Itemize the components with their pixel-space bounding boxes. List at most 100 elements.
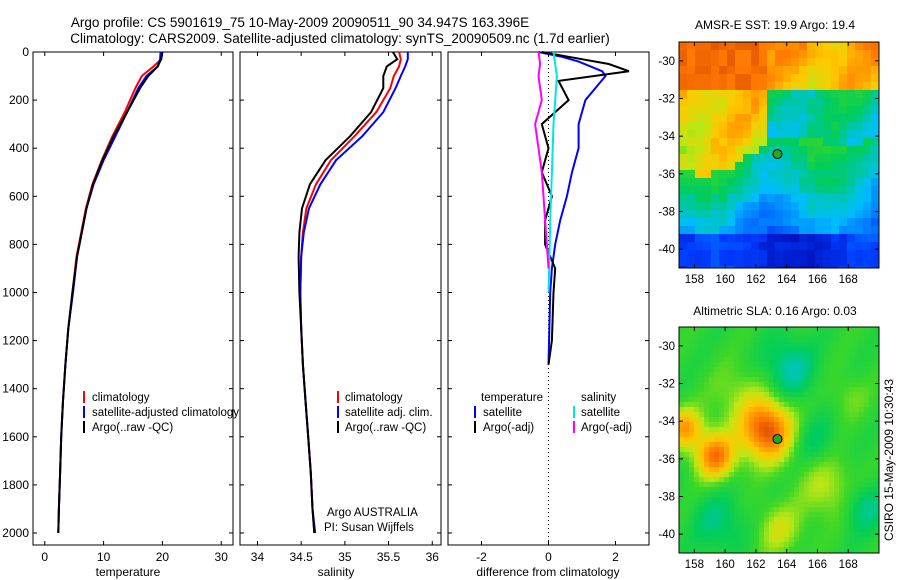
map-cell — [789, 362, 795, 368]
map-cell — [839, 146, 848, 155]
map-cell — [824, 407, 830, 413]
map-cell — [739, 537, 745, 543]
map-cell — [714, 462, 720, 468]
map-cell — [694, 422, 700, 428]
map-cell — [754, 367, 760, 373]
map-cell — [751, 122, 760, 131]
map-cell — [844, 437, 850, 443]
map-cell — [839, 492, 845, 498]
map-cell — [689, 487, 695, 493]
map-cell — [729, 457, 735, 463]
map-cell — [769, 372, 775, 378]
map-cell — [819, 372, 825, 378]
map-cell — [819, 337, 825, 343]
map-cell — [719, 98, 728, 107]
map-cell — [854, 442, 860, 448]
map-cell — [764, 412, 770, 418]
map-cell — [774, 422, 780, 428]
map-cell — [767, 242, 776, 251]
map-cell — [824, 342, 830, 348]
map-cell — [689, 527, 695, 533]
map-cell — [764, 517, 770, 523]
map-cell — [864, 327, 870, 333]
map-cell — [809, 512, 815, 518]
map-cell — [784, 332, 790, 338]
map-cell — [764, 462, 770, 468]
map-cell — [799, 547, 805, 553]
map-cell — [694, 457, 700, 463]
map-cell — [874, 402, 880, 408]
map-cell — [759, 517, 765, 523]
map-cell — [784, 522, 790, 528]
map-cell — [804, 542, 810, 548]
map-cell — [831, 82, 840, 91]
map-cell — [844, 487, 850, 493]
map-cell — [794, 477, 800, 483]
map-cell — [854, 457, 860, 463]
map-cell — [791, 202, 800, 211]
map-cell — [699, 332, 705, 338]
map-cell — [739, 337, 745, 343]
map-cell — [739, 382, 745, 388]
map-cell — [679, 422, 685, 428]
map-cell — [704, 487, 710, 493]
map-cell — [744, 432, 750, 438]
map-cell — [829, 542, 835, 548]
map-cell — [809, 432, 815, 438]
map-cell — [711, 42, 720, 51]
map-cell — [775, 42, 784, 51]
map-cell — [799, 437, 805, 443]
map-cell — [847, 194, 856, 203]
map-cell — [759, 122, 768, 131]
map-cell — [724, 547, 730, 553]
map-cell — [823, 114, 832, 123]
map-cell — [743, 74, 752, 83]
map-cell — [703, 210, 712, 219]
map-cell — [759, 234, 768, 243]
map-cell — [854, 472, 860, 478]
map-cell — [695, 66, 704, 75]
map-cell — [869, 527, 875, 533]
map-cell — [695, 42, 704, 51]
map-cell — [874, 532, 880, 538]
salinity-plot: 34 34.5 35 35.5 36 — [240, 51, 441, 564]
map-cell — [779, 537, 785, 543]
map-frame — [678, 41, 880, 269]
map-cell — [727, 226, 736, 235]
map-cell — [871, 266, 880, 269]
map-cell — [734, 507, 740, 513]
map-cell — [769, 472, 775, 478]
map-cell — [751, 250, 760, 259]
map-cell — [734, 327, 740, 333]
map-cell — [754, 452, 760, 458]
map-cell — [679, 382, 685, 388]
map-cell — [724, 462, 730, 468]
map-cell — [844, 417, 850, 423]
map-cell — [679, 492, 685, 498]
map-cell — [714, 537, 720, 543]
map-cell — [854, 397, 860, 403]
map-cell — [783, 90, 792, 99]
map-cell — [871, 122, 880, 131]
map-cell — [859, 477, 865, 483]
map-cell — [749, 332, 755, 338]
map-cell — [779, 442, 785, 448]
map-cell — [854, 447, 860, 453]
map-cell — [839, 532, 845, 538]
map-cell — [711, 210, 720, 219]
map-cell — [869, 482, 875, 488]
map-cell — [743, 66, 752, 75]
map-cell — [814, 507, 820, 513]
map-cell — [799, 82, 808, 91]
map-cell — [689, 332, 695, 338]
map-cell — [699, 382, 705, 388]
map-cell — [779, 422, 785, 428]
map-cell — [815, 42, 824, 51]
map-cell — [855, 186, 864, 195]
map-cell — [834, 362, 840, 368]
map-cell — [749, 527, 755, 533]
map-cell — [734, 332, 740, 338]
map-cell — [699, 412, 705, 418]
map-cell — [791, 194, 800, 203]
map-cell — [819, 432, 825, 438]
